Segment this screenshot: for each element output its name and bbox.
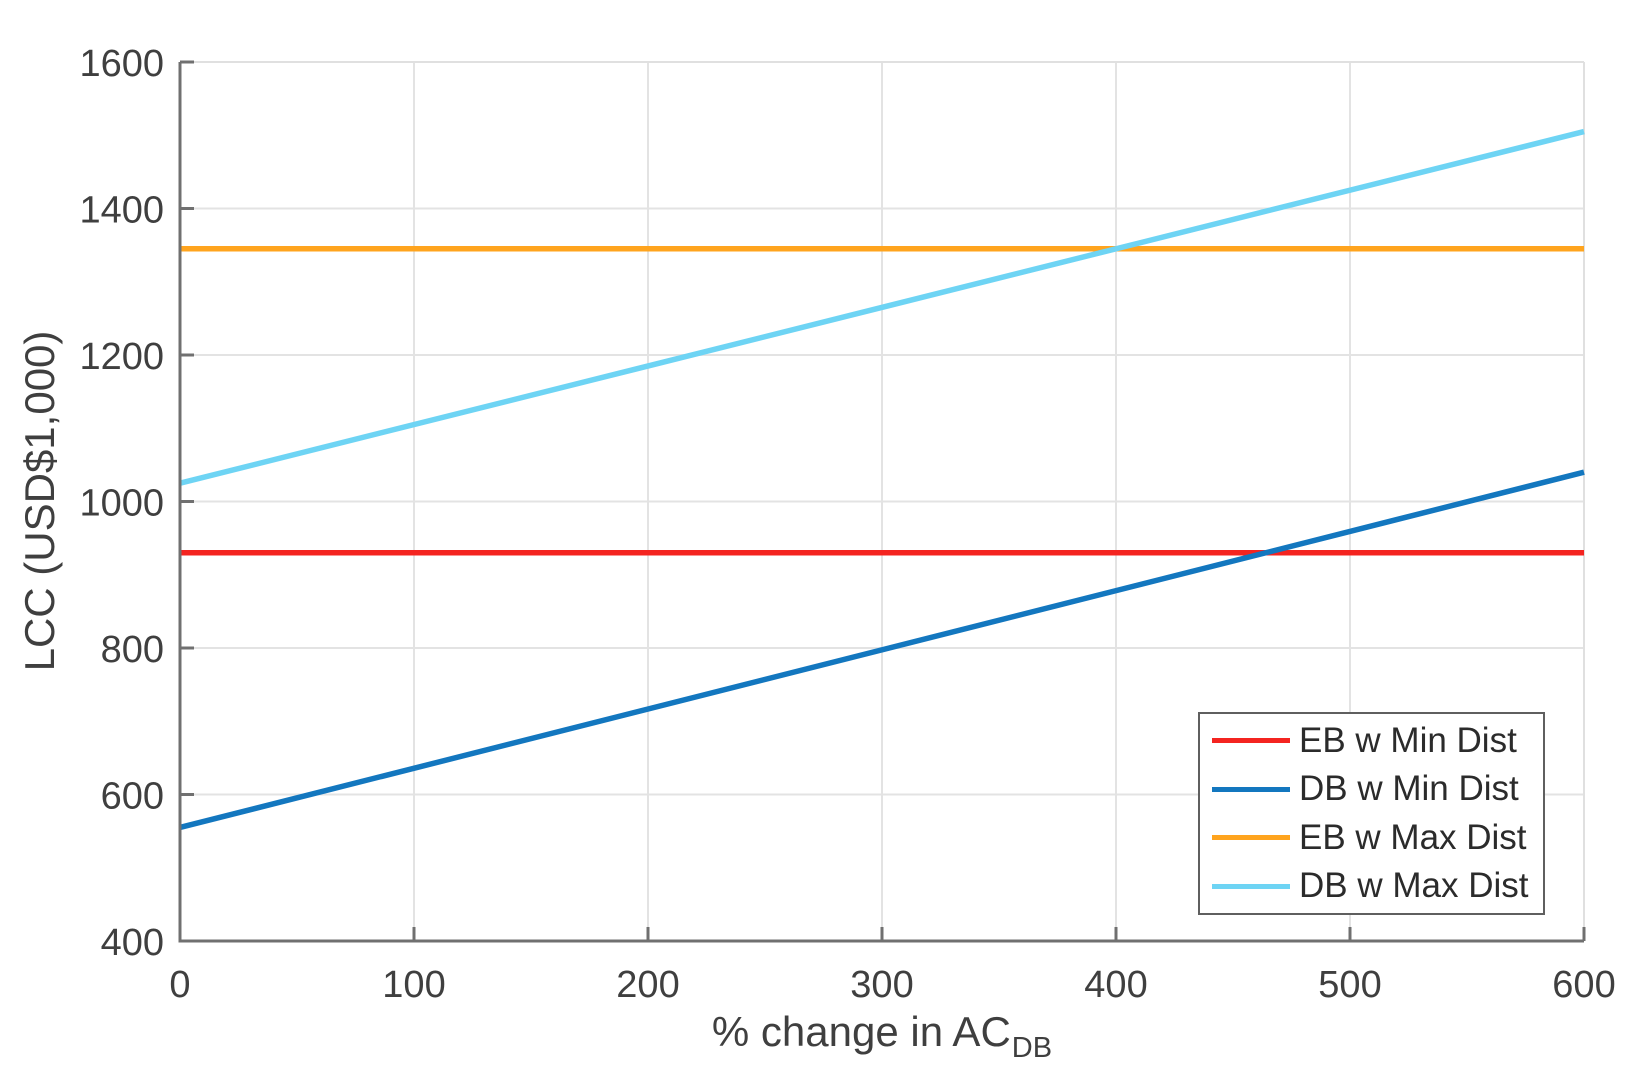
y-tick-label: 800 [101,629,164,671]
legend-line-swatch [1212,738,1290,744]
legend-item: DB w Max Dist [1212,864,1543,908]
legend-item: DB w Min Dist [1212,767,1543,811]
legend-line-swatch [1212,883,1290,889]
y-tick-label: 1000 [79,483,164,525]
x-axis-label-subscript: DB [1011,1032,1053,1064]
y-tick-label: 400 [101,922,164,964]
x-tick-label: 600 [1552,964,1615,1006]
y-tick-label: 1200 [79,336,164,378]
legend-item-label: EB w Max Dist [1299,817,1527,857]
series-line-db-w-max-dist [179,128,1585,486]
x-axis-label: % change in ACDB [711,1008,1052,1064]
legend-item-label: EB w Min Dist [1299,720,1517,760]
series-line-db-w-min-dist [179,469,1585,831]
y-axis-label: LCC (USD$1,000) [16,330,63,672]
x-axis-label-main: % change in AC [711,1008,1011,1055]
x-tick-label: 400 [1084,964,1147,1006]
x-tick-label: 200 [616,964,679,1006]
x-tick-label: 500 [1318,964,1381,1006]
legend: EB w Min Dist DB w Min Dist EB w Max Dist D… [1198,712,1545,915]
legend-item: EB w Min Dist [1212,719,1543,763]
x-tick-label: 100 [382,964,445,1006]
x-tick-label: 0 [169,964,190,1006]
y-tick-label: 1400 [79,190,164,232]
legend-item: EB w Max Dist [1212,816,1543,860]
legend-line-swatch [1212,786,1290,792]
x-tick-label: 300 [850,964,913,1006]
legend-item-label: DB w Min Dist [1299,769,1519,809]
y-tick-label: 1600 [79,43,164,85]
y-tick-label: 600 [101,776,164,818]
legend-line-swatch [1212,835,1290,841]
legend-item-label: DB w Max Dist [1299,866,1529,906]
